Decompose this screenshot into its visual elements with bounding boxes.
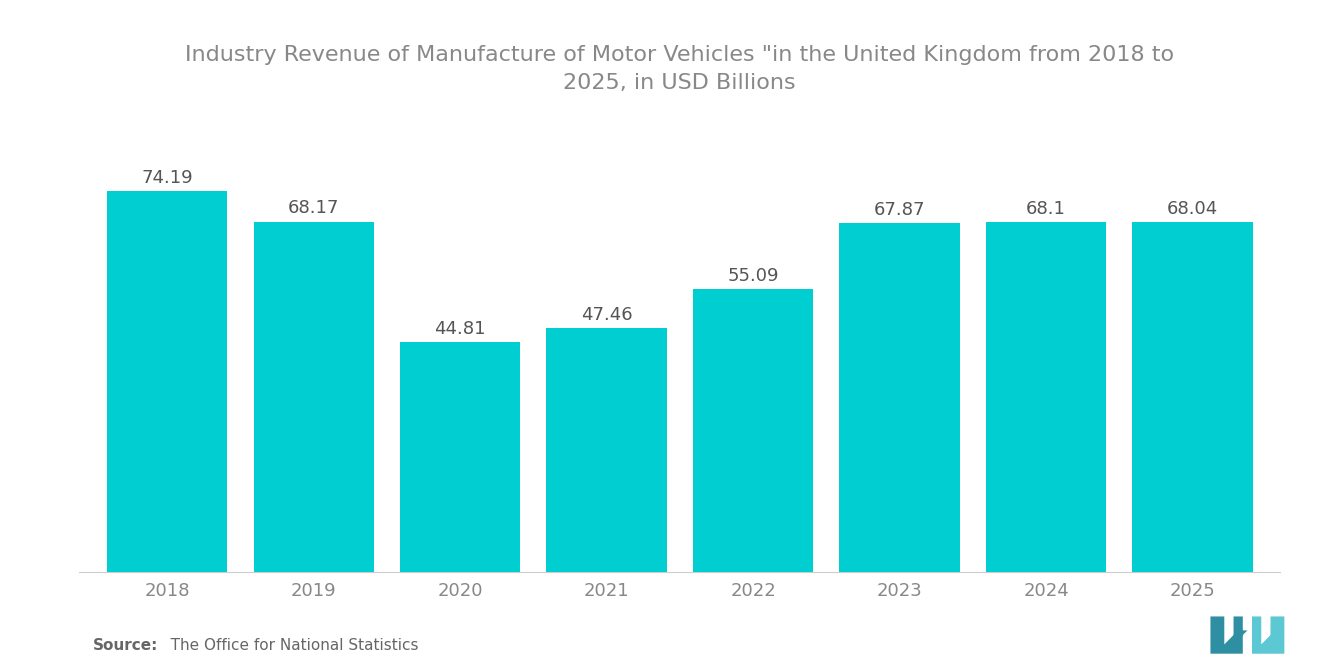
- Bar: [107, 191, 227, 572]
- Bar: [693, 289, 813, 572]
- Bar: [253, 221, 374, 572]
- Text: 74.19: 74.19: [141, 168, 193, 187]
- Text: 44.81: 44.81: [434, 319, 486, 338]
- Text: 67.87: 67.87: [874, 201, 925, 219]
- Title: Industry Revenue of Manufacture of Motor Vehicles "in the United Kingdom from 20: Industry Revenue of Manufacture of Motor…: [185, 45, 1175, 93]
- Bar: [1133, 222, 1253, 572]
- Polygon shape: [1251, 616, 1284, 654]
- Bar: [840, 223, 960, 572]
- Text: 68.04: 68.04: [1167, 200, 1218, 218]
- Bar: [986, 222, 1106, 572]
- Text: The Office for National Statistics: The Office for National Statistics: [156, 638, 418, 653]
- Text: 47.46: 47.46: [581, 306, 632, 324]
- Polygon shape: [1210, 616, 1247, 654]
- Text: Source:: Source:: [92, 638, 158, 653]
- Text: 68.17: 68.17: [288, 200, 339, 217]
- Text: 68.1: 68.1: [1026, 200, 1067, 218]
- Bar: [400, 342, 520, 572]
- Text: 55.09: 55.09: [727, 267, 779, 285]
- Bar: [546, 328, 667, 572]
